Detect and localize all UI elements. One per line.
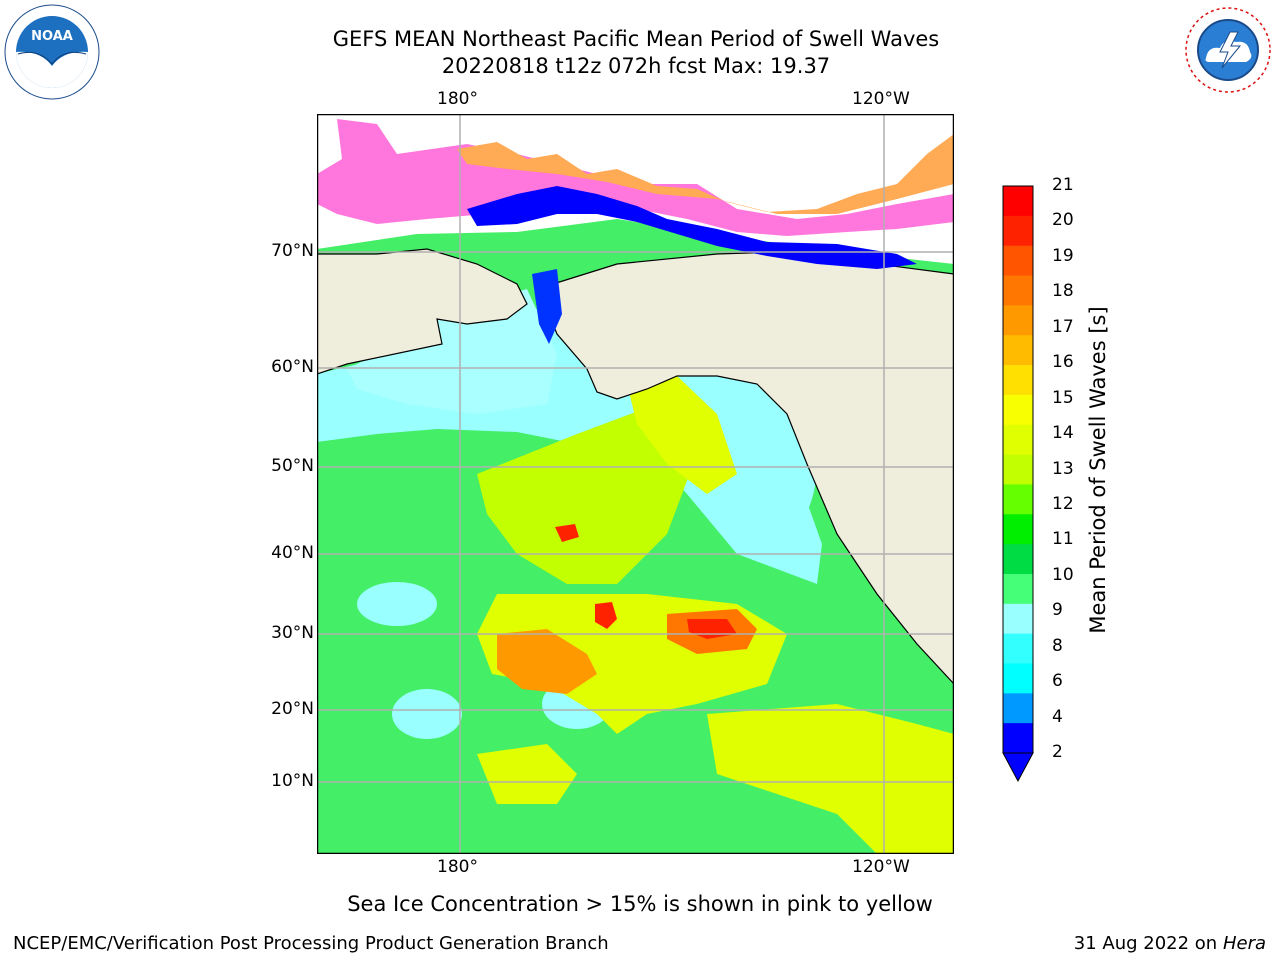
colorbar-frame: [1002, 185, 1034, 754]
colorbar-segment: [1003, 424, 1033, 456]
colorbar-tick-label: 13: [1052, 458, 1074, 479]
colorbar-tick-label: 4: [1052, 706, 1063, 727]
marginal-ice-low-period: [467, 186, 917, 269]
colorbar-segment: [1003, 693, 1033, 724]
colorbar-tick-label: 6: [1052, 671, 1063, 692]
colorbar-segment: [1003, 723, 1033, 754]
colorbar-tick-label: 16: [1052, 352, 1074, 373]
graticule: [317, 114, 954, 854]
lat-label-70n: 70°N: [271, 241, 314, 261]
lat-label-10n: 10°N: [271, 771, 314, 791]
colorbar-tick-label: 20: [1052, 210, 1074, 231]
colorbar-segment: [1003, 245, 1033, 277]
lat-label-30n: 30°N: [271, 623, 314, 643]
sea-ice-note: Sea Ice Concentration > 15% is shown in …: [347, 892, 933, 916]
colorbar-tick-label: 21: [1052, 175, 1074, 195]
colorbar-segment: [1003, 573, 1033, 605]
colorbar-tick-label: 9: [1052, 600, 1063, 621]
chart-subtitle: 20220818 t12z 072h fcst Max: 19.37: [441, 54, 831, 78]
bering-strait-low-period: [532, 269, 562, 344]
footer-date: 31 Aug 2022 on Hera: [1073, 933, 1266, 954]
colorbar-label: Mean Period of Swell Waves [s]: [1086, 306, 1110, 634]
colorbar-segment: [1003, 365, 1033, 396]
colorbar-segment: [1003, 305, 1033, 336]
swell-core-red: [595, 602, 617, 629]
lon-label-top-180: 180°: [437, 89, 478, 109]
sea-ice-orange: [457, 134, 954, 214]
lat-label-20n: 20°N: [271, 699, 314, 719]
noaa-logo-icon: NOAA: [4, 4, 100, 100]
colorbar-segment: [1003, 603, 1033, 635]
swell-band-yellow: [627, 376, 737, 494]
colorbar-segment: [1003, 454, 1033, 485]
colorbar-tick-label: 17: [1052, 316, 1074, 337]
colorbar-segment: [1003, 215, 1033, 247]
swell-band-yellow: [477, 744, 577, 804]
colorbar-segment: [1003, 633, 1033, 664]
colorbar-segment: [1003, 394, 1033, 426]
land-siberia: [317, 248, 528, 375]
swell-core-red: [555, 524, 579, 542]
colorbar-tick-label: 2: [1052, 742, 1063, 762]
colorbar-tick-label: 10: [1052, 564, 1074, 585]
lat-label-50n: 50°N: [271, 456, 314, 476]
colorbar-segment: [1003, 275, 1033, 306]
lon-label-bottom-180: 180°: [437, 857, 478, 877]
chart-title: GEFS MEAN Northeast Pacific Mean Period …: [332, 27, 940, 51]
lon-label-bottom-120w: 120°W: [852, 857, 910, 877]
footer-credit: NCEP/EMC/Verification Post Processing Pr…: [13, 933, 609, 954]
colorbar-extend-min: [1002, 752, 1034, 783]
swell-band-yellow: [707, 704, 954, 854]
colorbar-tick-label: 15: [1052, 387, 1074, 408]
colorbar-tick-label: 18: [1052, 281, 1074, 302]
colorbar-segment: [1003, 544, 1033, 575]
lat-label-60n: 60°N: [271, 357, 314, 377]
bering-sea-cyan: [347, 289, 557, 414]
swell-period-map: [317, 114, 954, 854]
colorbar-tick-label: 19: [1052, 245, 1074, 266]
colorbar: [1002, 185, 1034, 783]
colorbar-segment: [1003, 335, 1033, 366]
colorbar-tick-label: 12: [1052, 493, 1074, 514]
footer-machine: Hera: [1222, 933, 1266, 954]
lon-label-top-120w: 120°W: [852, 89, 910, 109]
colorbar-segment: [1003, 484, 1033, 515]
colorbar-segment: [1003, 663, 1033, 694]
colorbar-segment: [1003, 186, 1033, 217]
cyan-patch: [357, 582, 437, 626]
colorbar-tick-label: 8: [1052, 635, 1063, 656]
swell-core-orange: [497, 629, 597, 694]
swell-band-yellow: [477, 404, 697, 584]
colorbar-tick-label: 14: [1052, 423, 1074, 444]
svg-text:NOAA: NOAA: [31, 29, 73, 44]
nws-logo-icon: [1182, 4, 1274, 96]
colorbar-tick-label: 11: [1052, 529, 1074, 550]
lat-label-40n: 40°N: [271, 543, 314, 563]
cyan-patch: [392, 689, 462, 739]
colorbar-segment: [1003, 514, 1033, 545]
